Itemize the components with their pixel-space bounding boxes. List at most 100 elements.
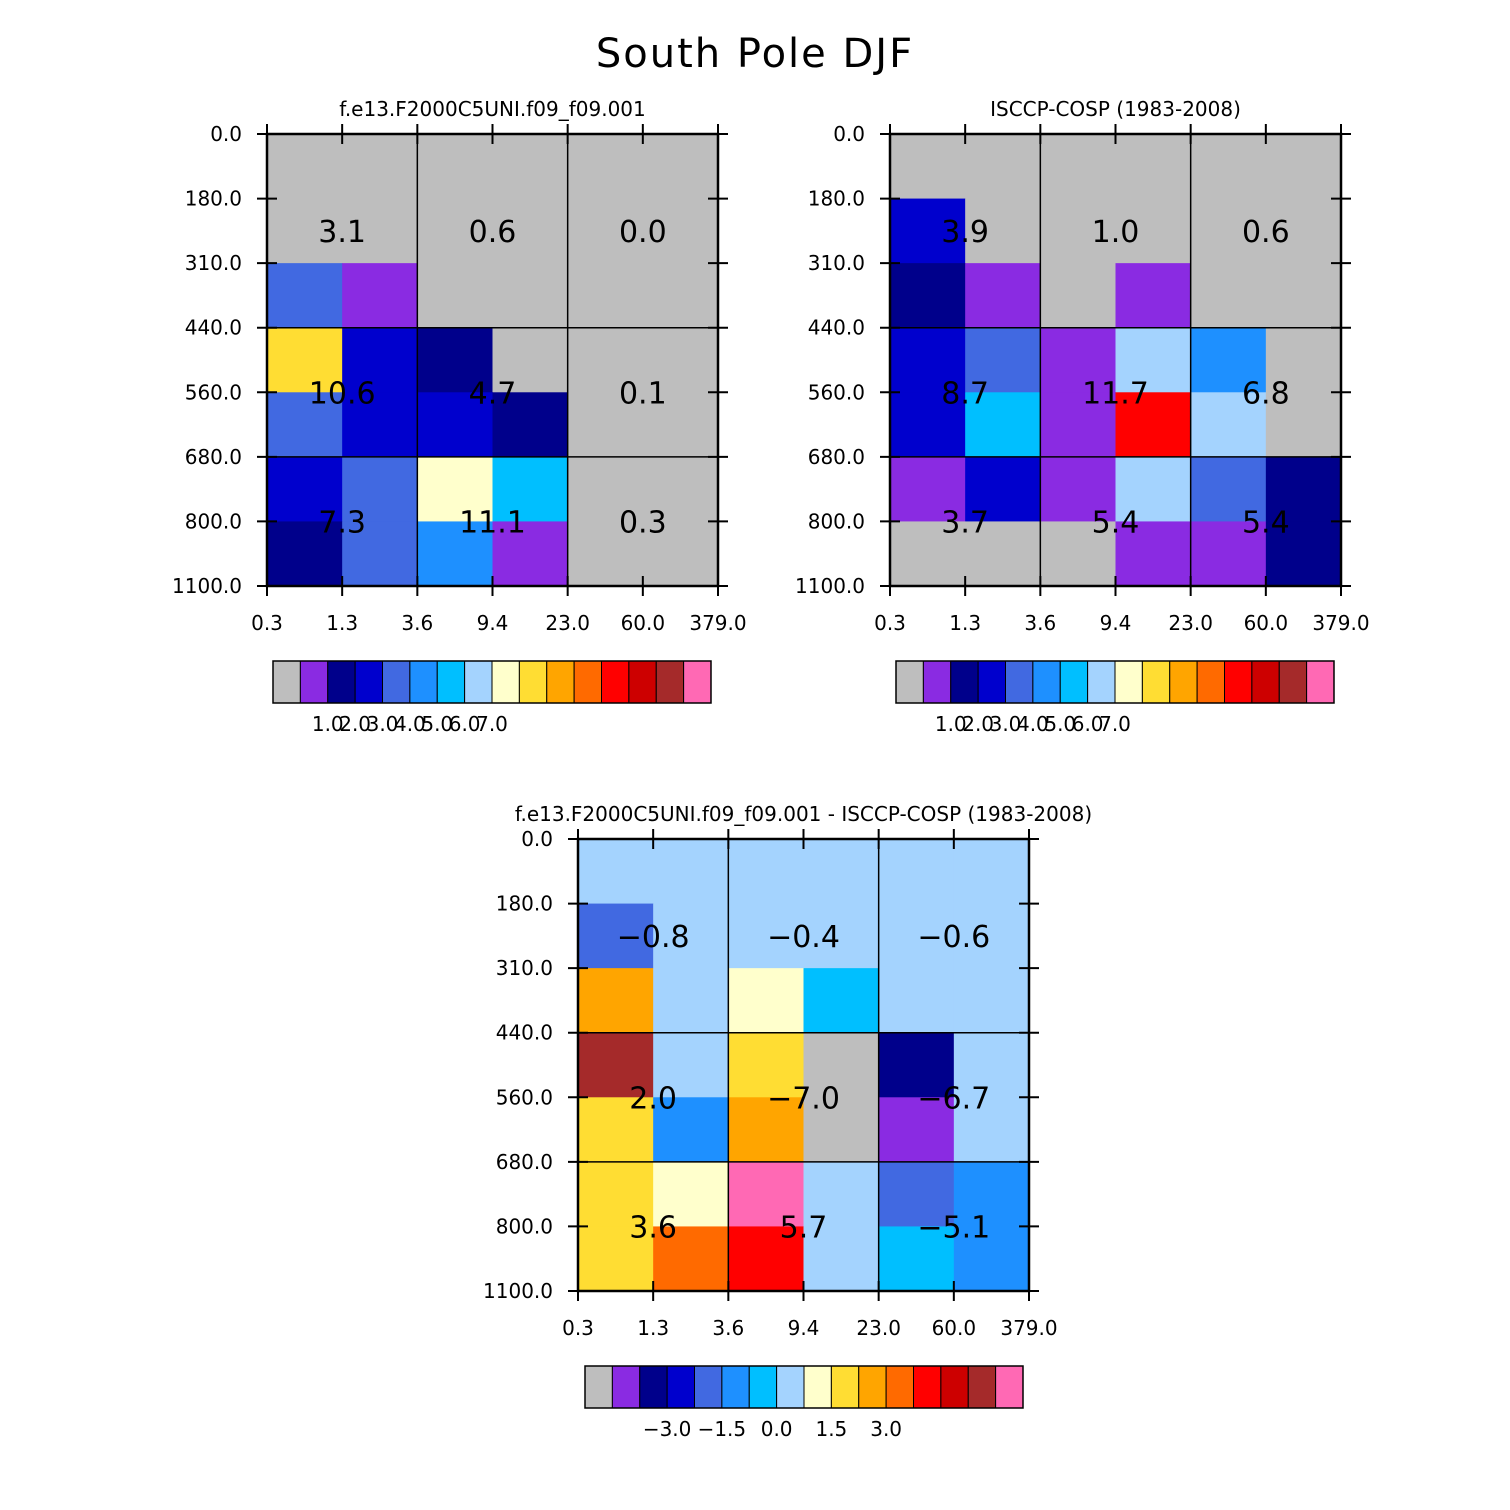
heatmap-cell [653, 1161, 729, 1227]
heatmap-cell [1040, 521, 1116, 587]
heatmap-cell [803, 1226, 880, 1292]
colorbar-label: 4.0 [1017, 712, 1049, 736]
x-tick-label: 0.3 [562, 1316, 594, 1340]
colorbar-box [967, 1365, 997, 1409]
x-tick-label: 379.0 [1312, 611, 1369, 635]
heatmap-cell [1190, 198, 1267, 264]
colorbar-box [628, 660, 657, 704]
colorbar-label: 3.0 [870, 1417, 902, 1441]
heatmap-cell [890, 521, 966, 587]
heatmap-cell [267, 134, 343, 200]
heatmap-cell [653, 1226, 729, 1292]
colorbar-label: 5.0 [421, 712, 453, 736]
colorbar-label: −3.0 [643, 1417, 692, 1441]
heatmap-cell [1265, 327, 1342, 393]
colorbar-box [1114, 660, 1143, 704]
heatmap-cell [878, 1032, 955, 1098]
heatmap-cell [578, 1161, 654, 1227]
heatmap-cell [728, 903, 804, 969]
colorbar-label: 0.0 [761, 1417, 793, 1441]
colorbar-box [803, 1365, 832, 1409]
heatmap-cell [1265, 392, 1342, 458]
colorbar-box [573, 660, 602, 704]
heatmap-cell [578, 1032, 654, 1098]
colorbar-box [1278, 660, 1308, 704]
colorbar-box [1087, 660, 1116, 704]
x-tick-label: 60.0 [621, 611, 666, 635]
x-tick-label: 9.4 [788, 1316, 820, 1340]
heatmap-cell [1265, 263, 1342, 329]
heatmap-cell [567, 198, 644, 264]
heatmap-cell [890, 198, 966, 264]
heatmap-cell [1040, 392, 1116, 458]
y-tick-label: 800.0 [496, 1214, 553, 1238]
colorbar-label: 3.0 [367, 712, 399, 736]
heatmap-cell [267, 263, 343, 329]
block-value: 5.4 [1092, 505, 1140, 540]
heatmap-cell [578, 968, 654, 1034]
colorbar-box [913, 1365, 942, 1409]
x-tick-label: 3.6 [712, 1316, 744, 1340]
y-tick-label: 440.0 [185, 316, 242, 340]
heatmap-cell [267, 521, 343, 587]
heatmap-cell [342, 456, 418, 522]
colorbar-box [518, 660, 548, 704]
heatmap-cell [567, 327, 644, 393]
block-value: 3.9 [941, 215, 989, 250]
block-value: −0.6 [917, 920, 990, 955]
heatmap-cell [803, 1097, 880, 1163]
colorbar-box [830, 1365, 860, 1409]
heatmap-cell [728, 968, 804, 1034]
colorbar-label: 1.5 [815, 1417, 847, 1441]
heatmap-cell [567, 263, 644, 329]
panel-2: ISCCP-COSP (1983-2008) 3.9 1.0 0.6 8.7 11.7 6.… [795, 97, 1370, 736]
heatmap-cell [878, 839, 955, 905]
colorbar-label: 6.0 [1072, 712, 1104, 736]
x-tick-label: 23.0 [545, 611, 590, 635]
colorbar-label: 3.0 [990, 712, 1022, 736]
heatmap-cell [953, 1226, 1030, 1292]
colorbar-box [776, 1365, 805, 1409]
y-tick-label: 1100.0 [172, 574, 242, 598]
x-tick-label: 1.3 [326, 611, 358, 635]
heatmap-cell [1115, 134, 1192, 200]
heatmap-cell [1265, 521, 1342, 587]
colorbar-box [1005, 660, 1034, 704]
heatmap-cell [578, 1097, 654, 1163]
colorbar-box [436, 660, 466, 704]
block-value: 7.3 [318, 505, 366, 540]
colorbar-box [464, 660, 493, 704]
heatmap-cell [1040, 198, 1116, 264]
heatmap-cell [1190, 392, 1267, 458]
heatmap-cell [267, 392, 343, 458]
y-tick-label: 680.0 [496, 1150, 553, 1174]
heatmap-cell [492, 456, 569, 522]
x-tick-label: 0.3 [251, 611, 283, 635]
colorbar-box [584, 1365, 613, 1409]
heatmap-cell [567, 392, 644, 458]
heatmap-cell [642, 263, 719, 329]
heatmap-cell [578, 1226, 654, 1292]
block-value: 2.0 [629, 1081, 677, 1116]
heatmap-cell [890, 456, 966, 522]
heatmap-cell [578, 903, 654, 969]
y-tick-label: 560.0 [808, 380, 865, 404]
heatmap-cell [953, 1097, 1030, 1163]
x-tick-label: 0.3 [874, 611, 906, 635]
heatmap-cell [953, 1161, 1030, 1227]
x-tick-label: 1.3 [949, 611, 981, 635]
heatmap-cell [1115, 456, 1192, 522]
colorbar-label: 4.0 [394, 712, 426, 736]
colorbar-frame [272, 660, 712, 704]
heatmap-cell [803, 968, 880, 1034]
figure-title: South Pole DJF [596, 31, 914, 77]
heatmap-cell [728, 839, 804, 905]
block-value: 5.4 [1242, 505, 1290, 540]
colorbar-box [940, 1365, 969, 1409]
heatmap-cell [342, 327, 418, 393]
colorbar-label: 1.0 [312, 712, 344, 736]
colorbar-box [327, 660, 356, 704]
block-value: 0.6 [469, 215, 517, 250]
block-value: 11.7 [1082, 376, 1149, 411]
